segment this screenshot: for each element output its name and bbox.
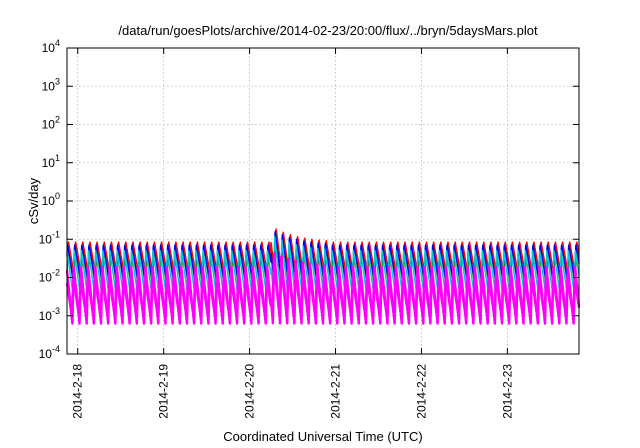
series-line [65, 263, 581, 318]
y-tick-label: 10-1 [39, 229, 60, 246]
y-tick-label: 10-3 [39, 306, 60, 323]
y-tick-label: 100 [42, 191, 60, 208]
x-tick-label: 2014-2-18 [71, 364, 85, 419]
x-axis: 2014-2-18 2014-2-19 2014-2-20 2014-2-21 2014… [71, 48, 514, 419]
x-tick-label: 2014-2-19 [157, 364, 171, 419]
y-tick-label: 102 [42, 115, 60, 132]
y-axis-label: cSv/day [26, 177, 41, 224]
y-tick-label: 10-4 [39, 344, 60, 361]
y-tick-label: 104 [42, 38, 60, 55]
y-tick-label: 101 [42, 153, 60, 170]
x-tick-label: 2014-2-21 [329, 364, 343, 419]
series-line [66, 228, 580, 276]
series-group [65, 228, 581, 325]
y-axis: 10-4 10-3 10-2 10-1 100 101 102 103 104 [39, 38, 579, 361]
x-tick-label: 2014-2-22 [414, 364, 428, 419]
chart-title: /data/run/goesPlots/archive/2014-02-23/2… [118, 23, 538, 38]
y-tick-label: 10-2 [39, 268, 60, 285]
y-tick-label: 103 [42, 76, 60, 93]
x-tick-label: 2014-2-20 [243, 364, 257, 419]
x-axis-label: Coordinated Universal Time (UTC) [223, 429, 422, 444]
x-tick-label: 2014-2-23 [500, 364, 514, 419]
